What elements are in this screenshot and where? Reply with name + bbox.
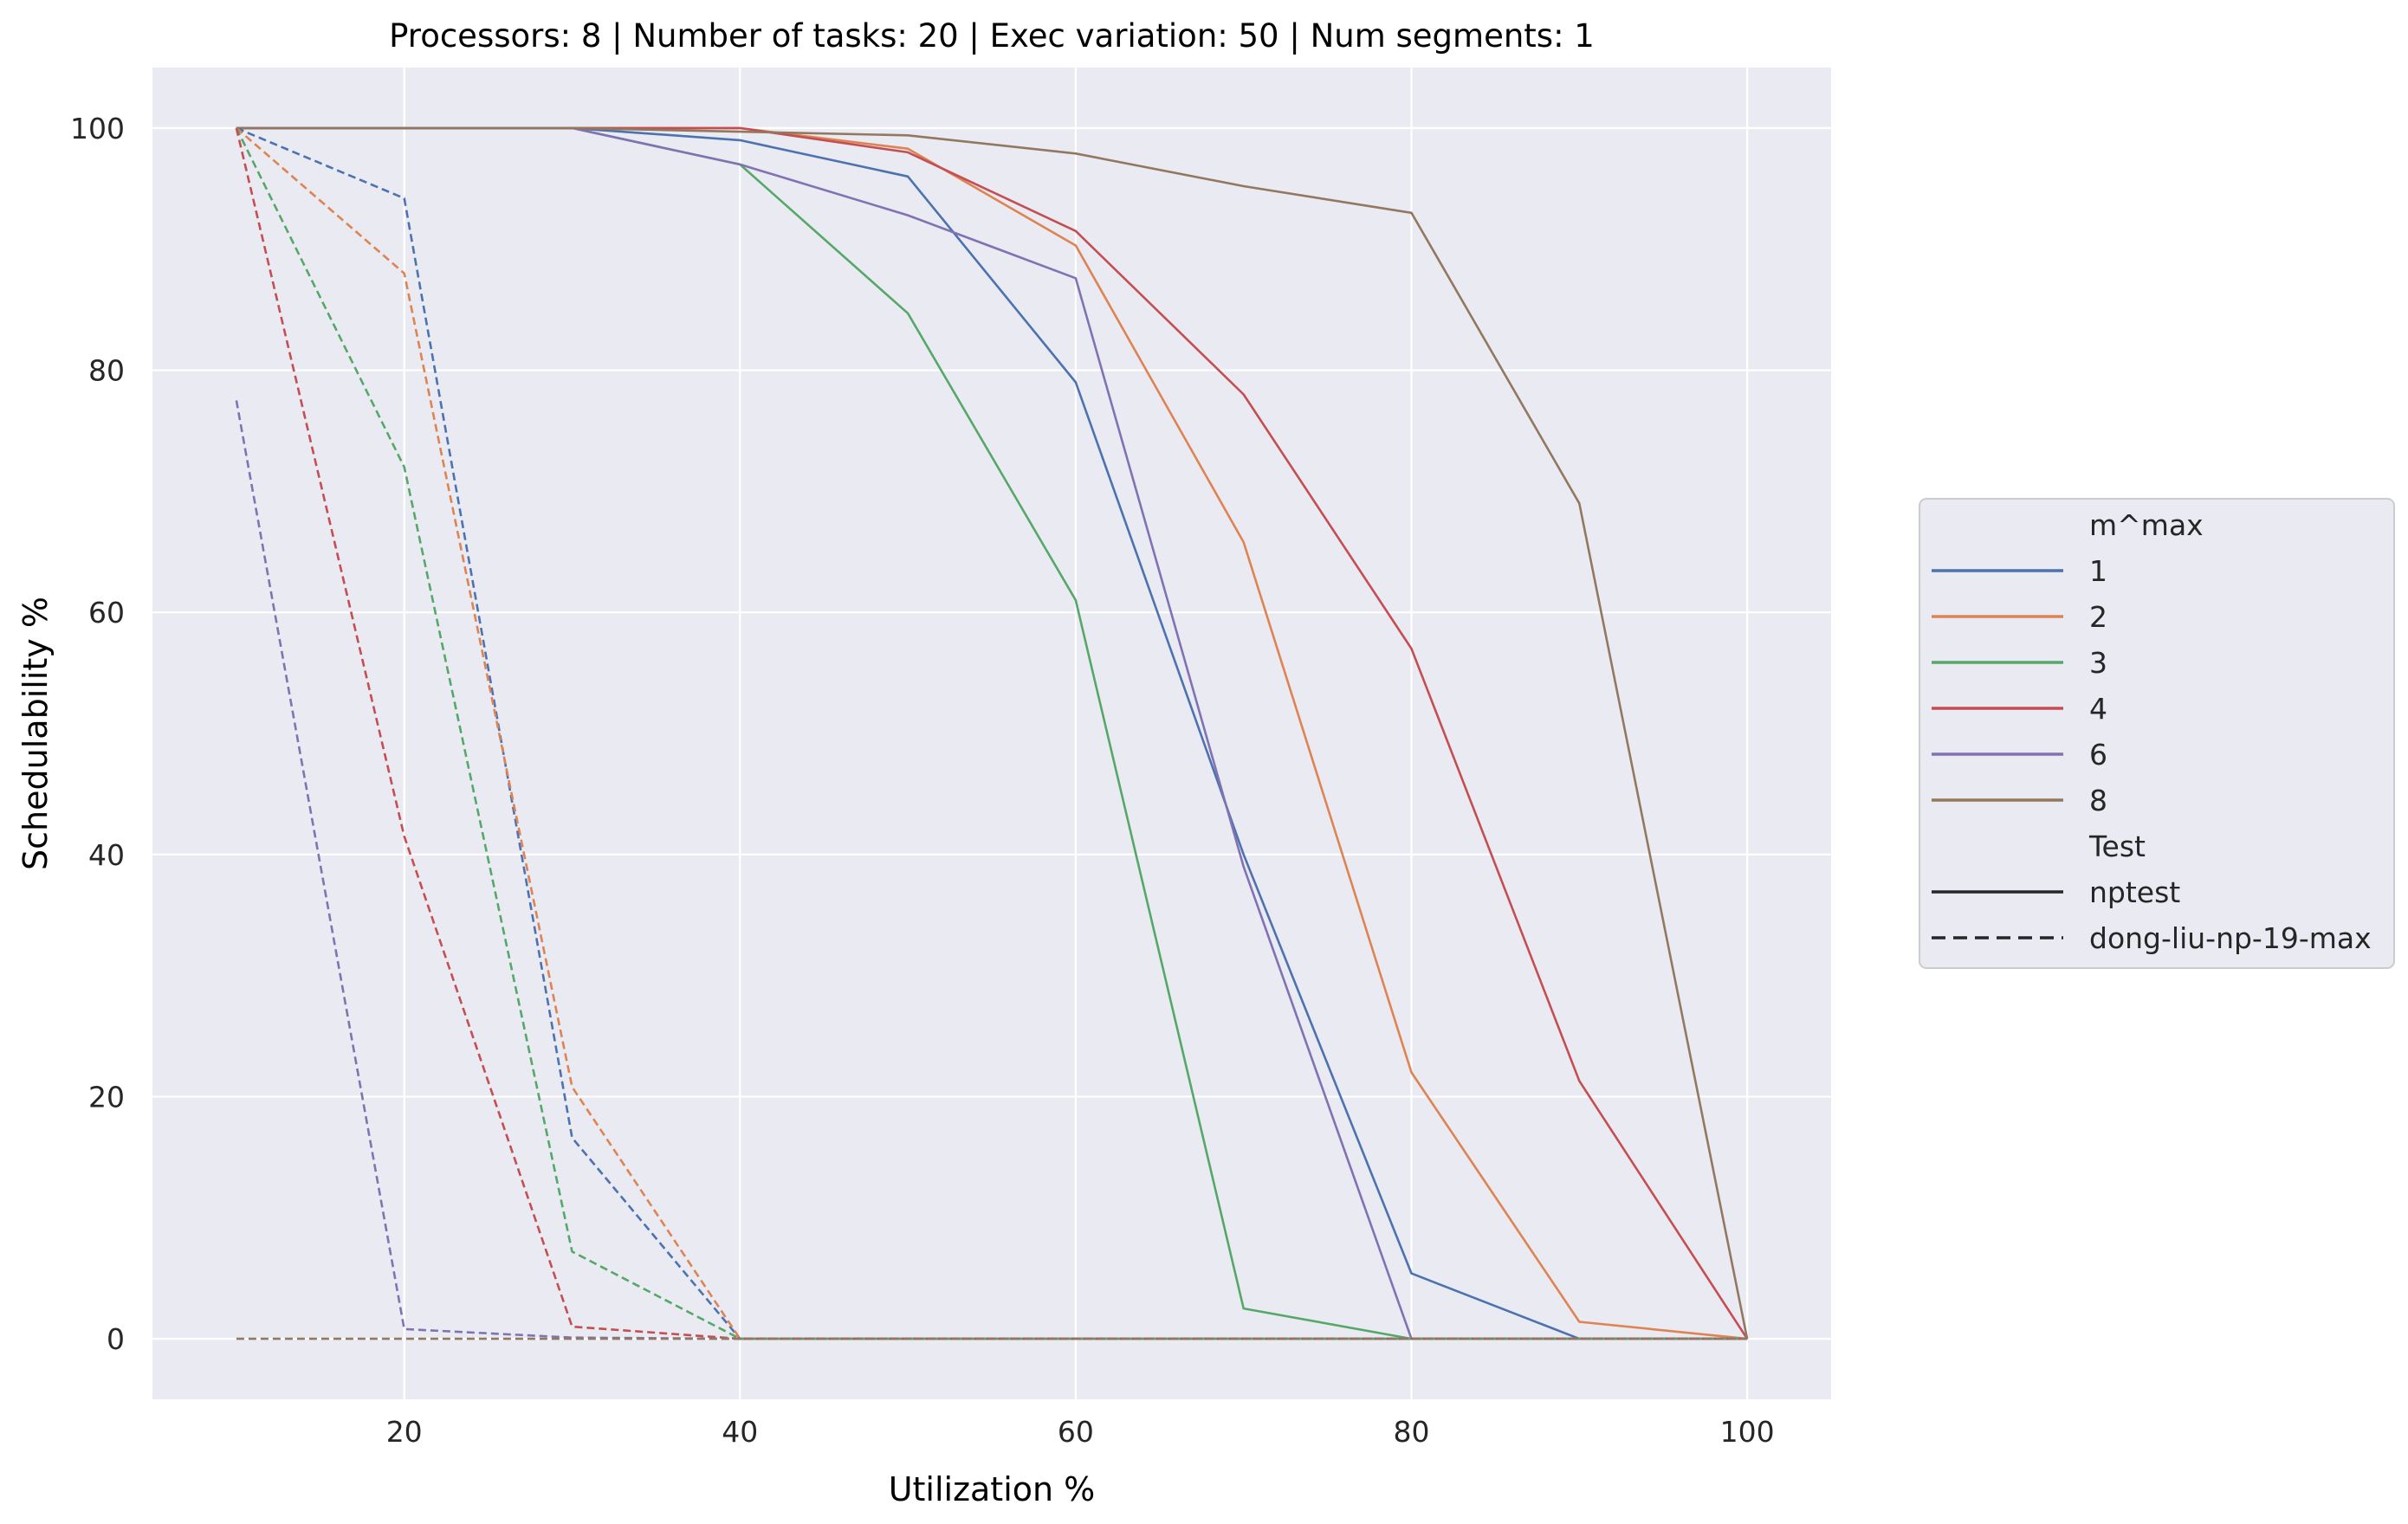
legend-entries: m^max 1 2 3 4 6 8 Test nptest dong-liu-np-19-max bbox=[1932, 508, 2372, 955]
x-tick-label: 20 bbox=[386, 1415, 423, 1449]
legend-entry-label: 6 bbox=[2089, 738, 2107, 772]
plot-area bbox=[152, 68, 1831, 1399]
x-tick-label: 40 bbox=[722, 1415, 758, 1449]
tick-labels: 20 40 60 80 100 0 20 40 60 80 100 bbox=[70, 112, 1775, 1449]
series-lines bbox=[235, 126, 1749, 1340]
grid-lines bbox=[152, 68, 1831, 1399]
legend-entry-label: 4 bbox=[2089, 692, 2107, 726]
x-tick-label: 80 bbox=[1394, 1415, 1430, 1449]
y-tick-label: 40 bbox=[88, 838, 125, 872]
legend-title-hue: m^max bbox=[2089, 508, 2204, 542]
legend-entry-label: 8 bbox=[2089, 784, 2107, 817]
x-tick-label: 100 bbox=[1720, 1415, 1775, 1449]
legend-entry-label: dong-liu-np-19-max bbox=[2089, 921, 2372, 955]
chart-title: Processors: 8 | Number of tasks: 20 | Ex… bbox=[389, 17, 1595, 55]
y-tick-label: 0 bbox=[107, 1322, 125, 1356]
y-tick-label: 20 bbox=[88, 1080, 125, 1114]
y-tick-label: 80 bbox=[88, 354, 125, 388]
series-line-3-dong-liu-np-19-max bbox=[235, 127, 1748, 1340]
legend: m^max 1 2 3 4 6 8 Test nptest dong-liu-np-19-max bbox=[1919, 498, 2395, 969]
legend-entry-label: 3 bbox=[2089, 646, 2107, 680]
x-axis-label: Utilization % bbox=[889, 1470, 1096, 1508]
legend-entry-label: nptest bbox=[2089, 875, 2180, 909]
y-axis-label: Schedulability % bbox=[16, 597, 55, 870]
legend-entry-label: 1 bbox=[2089, 554, 2107, 588]
legend-title-style: Test bbox=[2088, 830, 2146, 863]
x-tick-label: 60 bbox=[1058, 1415, 1094, 1449]
legend-entry-label: 2 bbox=[2089, 600, 2107, 634]
y-tick-label: 60 bbox=[88, 596, 125, 630]
y-tick-label: 100 bbox=[70, 112, 125, 145]
series-line-8-nptest bbox=[236, 126, 1749, 1340]
